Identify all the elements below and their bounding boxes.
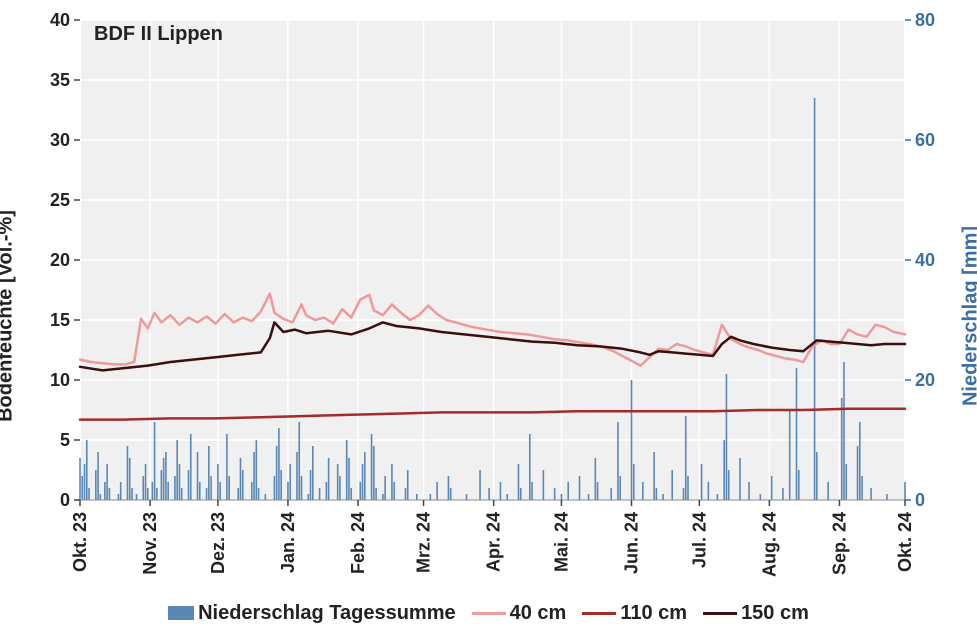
svg-text:BDF II Lippen: BDF II Lippen [94,23,223,45]
svg-text:Okt. 23: Okt. 23 [70,512,90,572]
svg-text:Jan. 24: Jan. 24 [278,512,298,573]
svg-text:40: 40 [915,250,935,270]
svg-text:5: 5 [60,430,70,450]
svg-text:60: 60 [915,130,935,150]
svg-text:Feb. 24: Feb. 24 [348,512,368,574]
svg-text:Jun. 24: Jun. 24 [622,512,642,574]
svg-text:Mai. 24: Mai. 24 [551,512,571,572]
svg-text:40: 40 [50,10,70,30]
svg-text:0: 0 [60,490,70,510]
legend: Niederschlag Tagessumme40 cm110 cm150 cm [0,602,977,625]
svg-text:20: 20 [915,370,935,390]
svg-text:Dez. 23: Dez. 23 [208,512,228,574]
svg-text:20: 20 [50,250,70,270]
chart-container: Bodenfeuchte [Vol.-%] Niederschlag [mm] … [0,0,977,631]
y-left-label: Bodenfeuchte [Vol.-%] [0,210,18,422]
svg-text:Sep. 24: Sep. 24 [829,512,849,575]
svg-text:80: 80 [915,10,935,30]
y-right-label: Niederschlag [mm] [960,225,977,405]
svg-text:35: 35 [50,70,70,90]
svg-text:25: 25 [50,190,70,210]
svg-text:Jul. 24: Jul. 24 [689,512,709,568]
svg-text:0: 0 [915,490,925,510]
svg-text:30: 30 [50,130,70,150]
svg-text:Mrz. 24: Mrz. 24 [414,512,434,573]
svg-text:15: 15 [50,310,70,330]
svg-text:10: 10 [50,370,70,390]
svg-text:Apr. 24: Apr. 24 [484,512,504,572]
svg-text:Okt. 24: Okt. 24 [895,512,915,572]
svg-text:Nov. 23: Nov. 23 [140,512,160,575]
svg-text:Aug. 24: Aug. 24 [759,512,779,577]
chart-svg: 0 5 10 15 20 25 30 35 40 0 20 40 60 80 Okt. 23 Nov. 23 D… [0,0,977,631]
